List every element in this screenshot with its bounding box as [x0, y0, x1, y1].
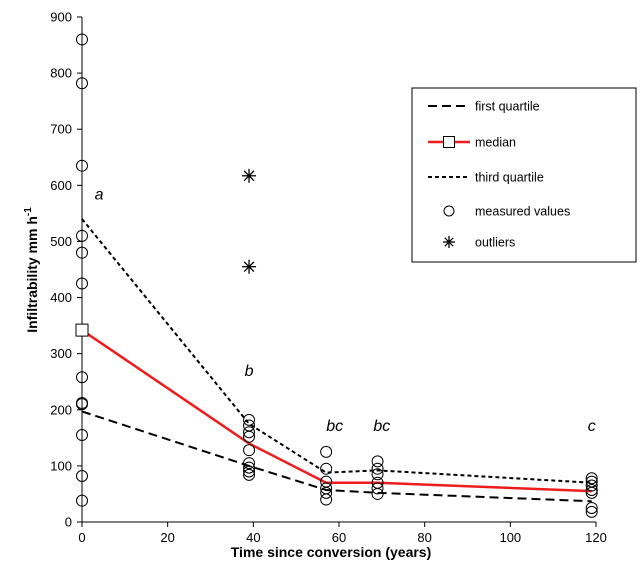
y-axis-title-main: Infiltrability mm h — [24, 216, 40, 333]
legend-item-third-quartile: third quartile — [428, 171, 544, 185]
x-axis-title: Time since conversion (years) — [231, 544, 432, 560]
legend-label: outliers — [475, 236, 515, 250]
measured-point — [243, 457, 256, 470]
annotation-label: bc — [326, 418, 343, 435]
measured-point — [76, 429, 88, 442]
y-axis-title: Infiltrability mm h-1 — [23, 207, 40, 333]
measured-point — [76, 229, 88, 242]
y-tick-label: 500 — [50, 234, 72, 249]
y-tick-label: 800 — [50, 66, 72, 81]
series-line-third-quartile — [81, 218, 592, 484]
legend-circle-marker — [443, 205, 455, 217]
legend-label: median — [475, 136, 516, 150]
measured-point — [320, 493, 333, 506]
measured-point — [76, 371, 88, 384]
measured-point — [585, 505, 598, 518]
axes: 0 100 200 300 400 500 600 700 800 900 0 20 40 60 80 100… — [50, 10, 607, 546]
annotations: a b bc bc c — [95, 186, 596, 435]
series-line-median — [81, 329, 592, 493]
legend-asterisk-marker — [443, 236, 455, 248]
annotation-label: bc — [373, 418, 390, 435]
measured-point — [371, 482, 384, 495]
measured-point — [76, 277, 88, 290]
y-tick-label: 600 — [50, 178, 72, 193]
measured-point — [585, 484, 598, 497]
x-tick-label: 120 — [585, 530, 607, 545]
x-tick-label: 0 — [78, 530, 85, 545]
outlier-point — [242, 168, 257, 183]
measured-point — [76, 33, 88, 46]
measured-point — [76, 77, 88, 90]
measured-point — [371, 487, 384, 500]
legend-label: third quartile — [475, 171, 544, 185]
legend-label: measured values — [475, 205, 570, 219]
legend: first quartile median third quartile measur… — [411, 87, 637, 263]
x-tick-label: 80 — [417, 530, 431, 545]
measured-point — [76, 246, 88, 259]
y-tick-label: 0 — [65, 515, 72, 530]
legend-item-measured-values: measured values — [443, 205, 570, 219]
measured-point — [243, 426, 256, 439]
measured-point — [371, 455, 384, 468]
measured-point — [243, 468, 256, 481]
legend-item-outliers: outliers — [443, 236, 515, 250]
measured-point — [243, 413, 256, 426]
annotation-label: b — [245, 363, 254, 380]
measured-point — [243, 465, 256, 478]
measured-point — [76, 494, 88, 507]
x-tick-label: 40 — [246, 530, 260, 545]
y-tick-label: 200 — [50, 402, 72, 417]
series-line-first-quartile — [81, 410, 592, 503]
measured-point — [243, 430, 256, 443]
measured-point — [320, 462, 333, 475]
measured-point — [585, 486, 598, 499]
legend-box — [411, 87, 637, 263]
measured-point — [371, 468, 384, 481]
measured-point — [76, 159, 88, 172]
x-tick-label: 60 — [332, 530, 346, 545]
legend-items: first quartile median third quartile measur… — [428, 100, 570, 250]
x-tick-label: 20 — [160, 530, 174, 545]
y-tick-label: 100 — [50, 458, 72, 473]
points-layer — [75, 33, 598, 518]
y-tick-label: 400 — [50, 290, 72, 305]
measured-point — [585, 479, 598, 492]
outlier-point — [242, 259, 257, 274]
legend-square-marker — [443, 136, 455, 148]
measured-point — [585, 472, 598, 485]
legend-item-first-quartile: first quartile — [428, 100, 540, 114]
measured-point — [320, 486, 333, 499]
y-axis-title-sup: -1 — [23, 207, 34, 216]
measured-point — [243, 444, 256, 457]
legend-item-median: median — [428, 136, 516, 150]
measured-point — [585, 501, 598, 514]
measured-point — [243, 461, 256, 474]
legend-label: first quartile — [475, 100, 540, 114]
measured-point — [76, 398, 88, 411]
median-marker — [75, 323, 89, 337]
y-tick-label: 900 — [50, 10, 72, 25]
x-tick-label: 100 — [499, 530, 521, 545]
annotation-label: c — [588, 418, 596, 435]
y-tick-label: 300 — [50, 346, 72, 361]
measured-point — [371, 462, 384, 475]
annotation-label: a — [95, 186, 104, 203]
y-tick-label: 700 — [50, 122, 72, 137]
measured-point — [76, 469, 88, 482]
measured-point — [320, 445, 333, 458]
